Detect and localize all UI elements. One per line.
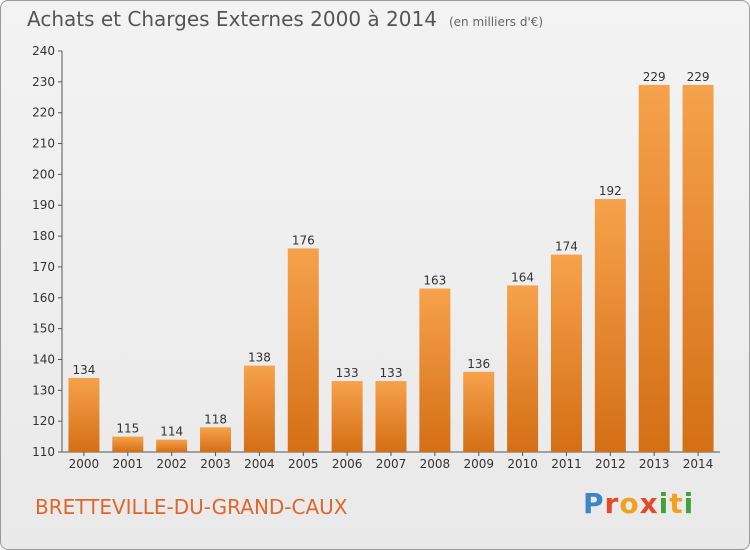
logo-letter: o <box>619 487 640 520</box>
bar-2011 <box>550 254 582 452</box>
chart-unit: (en milliers d'€) <box>448 15 544 29</box>
bar-2013 <box>638 84 670 452</box>
bar-2014 <box>682 84 714 452</box>
value-label-2001: 115 <box>116 422 139 436</box>
logo-letter: P <box>583 487 605 520</box>
bar-2000 <box>68 377 100 452</box>
value-label-2007: 133 <box>380 366 403 380</box>
y-tick-label: 120 <box>32 414 55 428</box>
value-label-2012: 192 <box>599 184 622 198</box>
chart-labels: 134 115 114 118 138 176 133 133 163 136 164 174 192 2… <box>72 70 709 439</box>
value-label-2000: 134 <box>72 363 95 377</box>
y-tick-label: 230 <box>32 75 55 89</box>
x-tick-label-2013: 2013 <box>639 457 670 471</box>
x-tick-label-2008: 2008 <box>420 457 451 471</box>
y-tick-label: 140 <box>32 352 55 366</box>
value-label-2010: 164 <box>511 270 534 284</box>
y-tick-label: 220 <box>32 106 55 120</box>
bar-2008 <box>419 288 451 452</box>
bar-2005 <box>287 248 319 452</box>
x-tick-label-2007: 2007 <box>376 457 407 471</box>
x-tick-label-2010: 2010 <box>507 457 538 471</box>
x-tick-label-2006: 2006 <box>332 457 363 471</box>
y-tick-label: 160 <box>32 291 55 305</box>
y-tick-label: 180 <box>32 229 55 243</box>
logo-letter: r <box>604 487 620 520</box>
y-tick-label: 240 <box>32 44 55 58</box>
bar-2010 <box>507 285 539 452</box>
bar-2012 <box>594 199 626 452</box>
bar-2003 <box>200 427 232 452</box>
bar-2001 <box>112 436 144 452</box>
logo-letter: t <box>669 487 684 520</box>
logo-letter: x <box>639 487 659 520</box>
x-tick-label-2005: 2005 <box>288 457 319 471</box>
y-tick-label: 190 <box>32 198 55 212</box>
value-label-2014: 229 <box>687 70 710 84</box>
y-tick-label: 210 <box>32 137 55 151</box>
proxiti-logo: Proxiti <box>583 487 694 520</box>
x-tick-label-2011: 2011 <box>551 457 582 471</box>
value-label-2005: 176 <box>292 233 315 247</box>
value-label-2003: 118 <box>204 412 227 426</box>
x-tick-label-2000: 2000 <box>69 457 100 471</box>
y-tick-label: 150 <box>32 322 55 336</box>
value-label-2006: 133 <box>336 366 359 380</box>
chart-bars <box>68 84 714 452</box>
y-tick-label: 170 <box>32 260 55 274</box>
value-label-2004: 138 <box>248 351 271 365</box>
bar-2004 <box>243 365 275 452</box>
value-label-2002: 114 <box>160 425 183 439</box>
bar-2007 <box>375 381 407 452</box>
y-tick-label: 110 <box>32 445 55 459</box>
x-tick-label-2009: 2009 <box>463 457 494 471</box>
x-tick-label-2003: 2003 <box>200 457 231 471</box>
commune-name: BRETTEVILLE-DU-GRAND-CAUX <box>35 495 348 519</box>
chart-title: Achats et Charges Externes 2000 à 2014 (e… <box>27 7 543 31</box>
bar-2009 <box>463 371 495 452</box>
x-tick-label-2002: 2002 <box>156 457 187 471</box>
chart-axes: 110 120 130 140 150 160 170 180 190 200 210 220 230 2… <box>32 44 720 471</box>
x-tick-label-2012: 2012 <box>595 457 626 471</box>
chart-title-text: Achats et Charges Externes 2000 à 2014 <box>27 7 437 31</box>
logo-letter: i <box>683 487 695 520</box>
value-label-2013: 229 <box>643 70 666 84</box>
x-tick-label-2001: 2001 <box>113 457 144 471</box>
y-tick-label: 130 <box>32 383 55 397</box>
logo-letter: i <box>658 487 670 520</box>
bar-2002 <box>156 439 188 452</box>
x-tick-label-2014: 2014 <box>683 457 714 471</box>
y-tick-label: 200 <box>32 167 55 181</box>
value-label-2008: 163 <box>423 274 446 288</box>
bar-2006 <box>331 381 363 452</box>
value-label-2009: 136 <box>467 357 490 371</box>
x-tick-label-2004: 2004 <box>244 457 275 471</box>
value-label-2011: 174 <box>555 240 578 254</box>
